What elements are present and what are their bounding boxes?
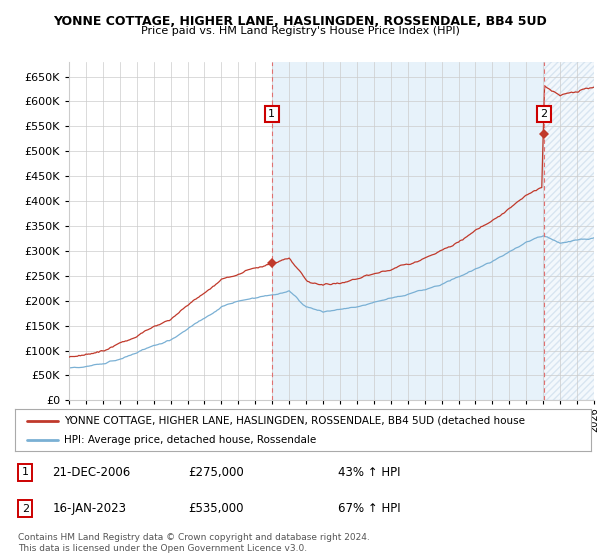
Text: 16-JAN-2023: 16-JAN-2023 (52, 502, 127, 515)
Text: £535,000: £535,000 (188, 502, 244, 515)
Text: 2: 2 (541, 109, 547, 119)
Text: 43% ↑ HPI: 43% ↑ HPI (338, 466, 400, 479)
Text: YONNE COTTAGE, HIGHER LANE, HASLINGDEN, ROSSENDALE, BB4 5UD: YONNE COTTAGE, HIGHER LANE, HASLINGDEN, … (53, 15, 547, 27)
Text: £275,000: £275,000 (188, 466, 244, 479)
Text: 2: 2 (22, 504, 29, 514)
Bar (544, 62, 600, 400)
Text: 21-DEC-2006: 21-DEC-2006 (52, 466, 131, 479)
Text: HPI: Average price, detached house, Rossendale: HPI: Average price, detached house, Ross… (64, 435, 316, 445)
Text: Contains HM Land Registry data © Crown copyright and database right 2024.
This d: Contains HM Land Registry data © Crown c… (18, 533, 370, 553)
Text: 1: 1 (22, 468, 29, 478)
Text: 67% ↑ HPI: 67% ↑ HPI (338, 502, 400, 515)
Text: Price paid vs. HM Land Registry's House Price Index (HPI): Price paid vs. HM Land Registry's House … (140, 26, 460, 36)
Text: YONNE COTTAGE, HIGHER LANE, HASLINGDEN, ROSSENDALE, BB4 5UD (detached house: YONNE COTTAGE, HIGHER LANE, HASLINGDEN, … (64, 416, 525, 426)
Bar (272, 62, 544, 400)
Bar (544, 62, 600, 400)
Text: 1: 1 (268, 109, 275, 119)
